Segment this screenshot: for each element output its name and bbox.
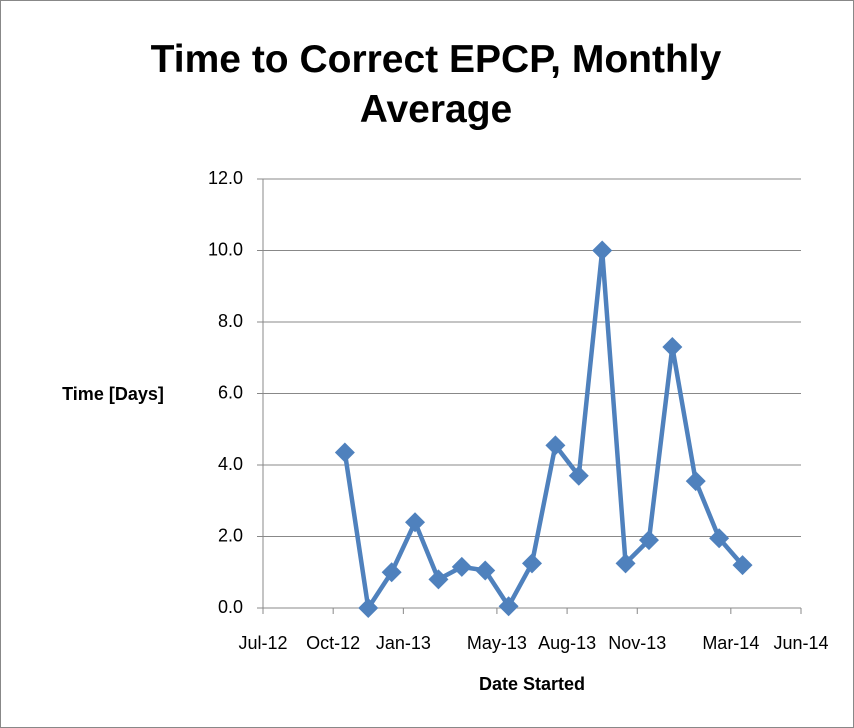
x-tick-label: Jan-13 — [376, 633, 431, 653]
x-tick-label: Aug-13 — [538, 633, 596, 653]
x-tick-label: Nov-13 — [608, 633, 666, 653]
marker — [709, 528, 730, 549]
y-tick-label: 10.0 — [208, 239, 243, 259]
marker — [358, 598, 379, 618]
y-tick-label: 12.0 — [208, 168, 243, 188]
marker — [685, 471, 706, 492]
marker — [568, 465, 589, 486]
marker — [662, 337, 683, 358]
y-tick-label: 0.0 — [218, 597, 243, 617]
marker — [732, 555, 753, 576]
y-axis-label: Time [Days] — [62, 384, 164, 404]
y-tick-label: 2.0 — [218, 525, 243, 545]
marker — [638, 530, 659, 551]
y-tick-label: 8.0 — [218, 311, 243, 331]
marker — [545, 435, 566, 456]
marker — [498, 596, 519, 617]
marker — [592, 240, 613, 261]
marker — [522, 553, 542, 574]
x-tick-label: Oct-12 — [306, 633, 360, 653]
marker — [615, 553, 636, 574]
marker — [475, 560, 496, 581]
marker — [451, 556, 472, 577]
marker — [334, 442, 355, 463]
x-tick-label: Jul-12 — [238, 633, 287, 653]
y-tick-label: 6.0 — [218, 382, 243, 402]
x-axis-label: Date Started — [479, 674, 585, 694]
x-tick-label: Jun-14 — [773, 633, 828, 653]
marker — [428, 569, 449, 590]
marker — [405, 512, 426, 533]
chart-title: Time to Correct EPCP, Monthly Average — [150, 38, 722, 131]
series-line — [342, 248, 745, 611]
x-tick-label: May-13 — [467, 633, 527, 653]
marker — [381, 562, 402, 583]
x-tick-label: Mar-14 — [702, 633, 759, 653]
y-tick-label: 4.0 — [218, 454, 243, 474]
